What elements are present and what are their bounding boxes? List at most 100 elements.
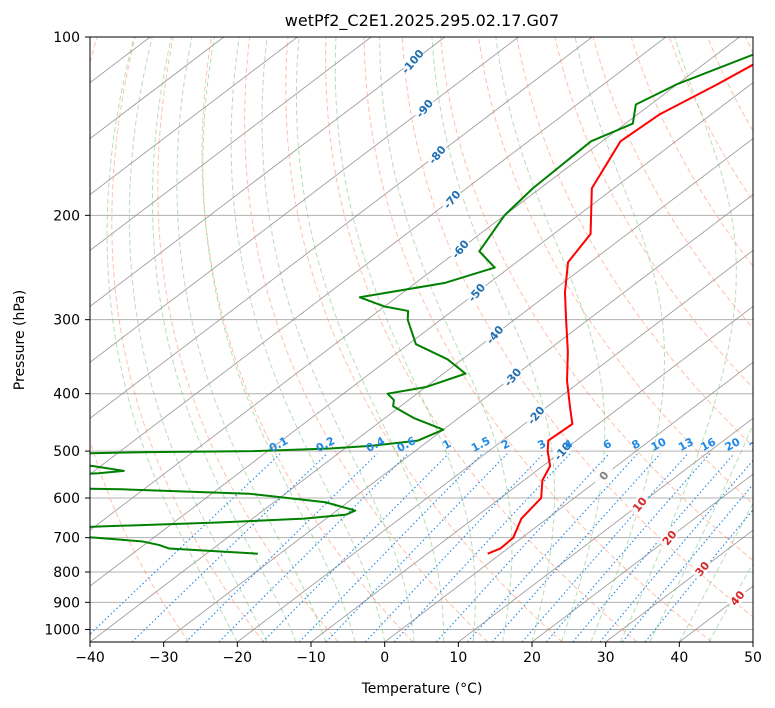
moist-adiabat-line [649,423,753,642]
moist-adiabat-line [261,37,415,642]
moist-adiabat-line [431,37,556,642]
mixing-ratio-line [393,453,571,642]
moist-adiabat-line [295,37,445,642]
mixing-ratio-label: 10 [649,435,669,454]
temperature-profile [487,63,753,555]
isotherm-line [90,37,225,140]
dewpoint-profile [90,53,753,555]
isotherm-label-bg [500,364,525,390]
mixing-ratio-line [621,483,753,642]
mixing-ratio-line [467,453,639,642]
isotherm-label-bg [549,438,575,464]
dry-adiabats [90,37,753,642]
x-tick-label: 40 [670,650,688,666]
y-tick-label: 900 [53,595,80,611]
x-tick-label: 10 [449,650,467,666]
isotherm-line [237,249,753,642]
isotherm-line [90,37,446,307]
isotherm-line [605,529,753,642]
x-tick-label: −30 [149,650,179,666]
moist-adiabat-line [128,37,268,642]
x-tick-label: −10 [296,650,326,666]
mixing-ratio-line [436,453,610,642]
y-tick-label: 500 [53,444,80,460]
moist-adiabat-line [334,37,476,642]
plot-frame [89,36,754,643]
dry-adiabat-line [325,37,638,642]
moist-adiabat-line [230,37,386,642]
dry-adiabat-line [244,37,488,642]
isotherm-line [163,193,753,642]
y-tick-label: 200 [53,208,80,224]
isotherm-label-bg [523,402,548,428]
dry-adiabat-line [592,37,753,329]
isotherm-label-bg [591,462,616,488]
mixing-ratio-label: 16 [698,435,718,454]
moist-adiabats [106,37,753,642]
moist-adiabat-line [151,37,297,642]
reference-label-bg [657,525,681,550]
mixing-ratio-line [185,453,378,642]
mixing-ratio-line [572,453,735,642]
x-axis: −40 −30 −20 −10 0 10 20 30 40 50 [75,642,762,666]
dry-adiabat-line [90,37,190,642]
x-tick-label: 20 [523,650,541,666]
mixing-ratio-line [599,459,753,642]
plot-area: -100-90-80-70-60-50-40-30-20-10010203040… [90,37,767,642]
mixing-ratio-label: 13 [676,435,696,454]
isotherm-line [90,37,519,363]
isotherm-label-bg [424,141,449,167]
moist-adiabat-line [619,37,737,642]
reference-label-bg [627,492,651,516]
mixing-ratio-label: 20 [723,435,743,454]
mixing-ratio-line [131,453,328,642]
y-axis-label: Pressure (hPa) [12,290,28,390]
mixing-ratio-line [325,453,508,642]
dry-adiabat-line [401,37,753,618]
dry-adiabat-line [478,37,753,505]
x-tick-label: −20 [223,650,253,666]
profile-series [90,53,753,555]
isotherm-line [90,37,667,475]
isotherm-line [458,417,753,642]
mixing-ratio-line [218,453,409,642]
y-tick-label: 700 [53,531,80,547]
isotherm-label-bg [464,279,489,305]
isotherm-label-bg [447,236,472,262]
moist-adiabat-line [106,37,238,642]
mixing-ratio-label: 25 [747,435,767,454]
isotherm-label-bg [411,95,437,121]
isotherm-label-bg [482,321,507,347]
y-tick-label: 100 [53,30,80,46]
moist-adiabat-line [176,37,327,642]
x-axis-label: Temperature (°C) [361,681,483,697]
dry-adiabat-line [516,37,753,447]
reference-label-bg [725,585,749,610]
y-tick-label: 300 [53,313,80,329]
moist-adiabat-line [379,37,513,642]
mixing-ratio-line [364,453,544,642]
dry-adiabat-line [201,37,414,642]
moist-adiabat-line [202,37,356,642]
isotherm-line [90,37,298,196]
mixing-ratio-line [298,453,483,642]
isotherm-label-bg [439,186,464,212]
isotherm-label-bg [400,48,425,74]
x-tick-label: −40 [75,650,105,666]
dry-adiabat-line [363,37,713,642]
isotherm-line [90,37,593,419]
mixing-ratio-line [262,453,450,642]
isotherm-line [384,361,753,642]
y-axis: 100 200 300 400 500 600 700 800 900 1000 [44,30,90,638]
y-tick-label: 600 [53,491,80,507]
x-tick-label: 50 [744,650,762,666]
mixing-ratio-lines [90,453,753,642]
dry-adiabat-line [439,37,753,562]
isotherm-line [90,37,740,531]
plot-background [90,37,753,642]
isotherm-line [90,37,372,252]
dry-adiabat-line [111,37,264,642]
moist-adiabat-line [574,37,665,642]
y-tick-label: 1000 [44,622,80,638]
